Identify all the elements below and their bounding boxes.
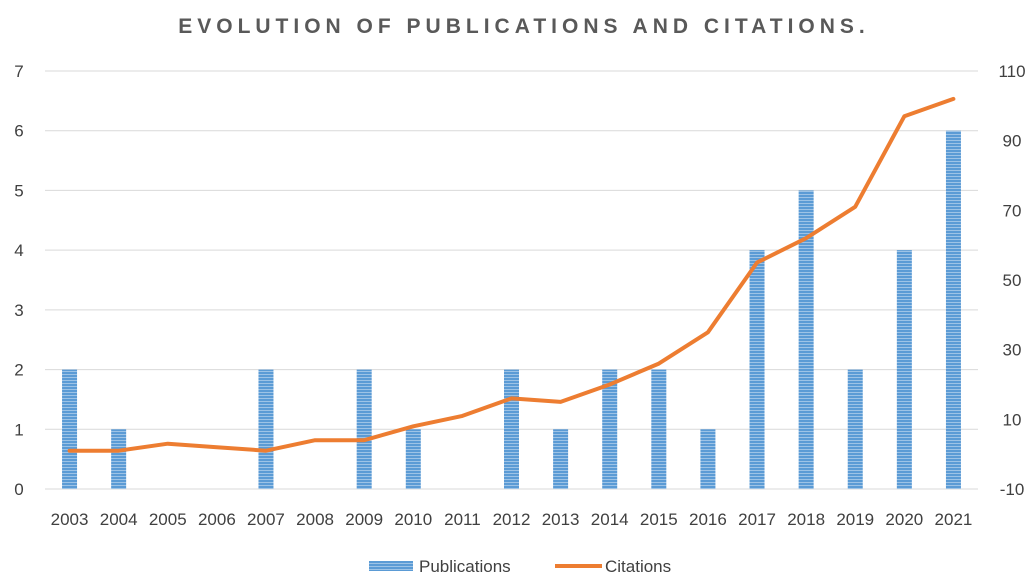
x-tick-label: 2004	[100, 510, 138, 529]
bar-publications-2013	[553, 429, 569, 489]
x-axis: 2003 2004 2005 2006 2007 2008 2009 2010 2011 2012…	[51, 510, 973, 529]
bar-publications-2017	[749, 250, 765, 489]
point-citations-2012	[511, 397, 512, 399]
x-tick-label: 2005	[149, 510, 187, 529]
right-tick-label: 10	[1003, 410, 1022, 429]
point-citations-2020	[903, 115, 905, 117]
left-tick-label: 4	[14, 241, 23, 260]
legend-label-citations: Citations	[605, 557, 671, 576]
bar-publications-2009	[356, 369, 372, 489]
x-tick-label: 2019	[836, 510, 874, 529]
x-tick-label: 2009	[345, 510, 383, 529]
x-tick-label: 2015	[640, 510, 678, 529]
point-citations-2006	[216, 446, 218, 448]
x-tick-label: 2007	[247, 510, 285, 529]
point-citations-2005	[167, 443, 169, 445]
chart-title: EVOLUTION OF PUBLICATIONS AND CITATIONS.	[178, 15, 870, 38]
x-tick-label: 2010	[394, 510, 432, 529]
citations-line	[67, 96, 956, 453]
x-tick-label: 2006	[198, 510, 236, 529]
point-citations-2017	[756, 262, 758, 264]
x-tick-label: 2012	[493, 510, 531, 529]
x-tick-label: 2018	[787, 510, 825, 529]
point-citations-2013	[560, 401, 562, 403]
left-tick-label: 6	[14, 122, 23, 141]
right-axis: -10 10 30 50 70 90 110	[998, 62, 1025, 499]
bar-publications-2015	[651, 369, 667, 489]
left-tick-label: 5	[14, 181, 23, 200]
x-tick-label: 2016	[689, 510, 727, 529]
x-tick-label: 2011	[444, 510, 481, 529]
bar-publications-2018	[798, 190, 814, 489]
point-citations-2019	[854, 206, 856, 208]
point-citations-2016	[707, 331, 709, 333]
right-tick-label: 50	[1003, 271, 1022, 290]
legend-swatch-publications	[369, 561, 413, 571]
bar-publications-2014	[602, 369, 618, 489]
publications-bars	[62, 130, 961, 489]
bar-publications-2007	[258, 369, 274, 489]
x-tick-label: 2008	[296, 510, 334, 529]
x-tick-label: 2014	[591, 510, 629, 529]
citations-line-group	[67, 96, 956, 453]
left-tick-label: 2	[14, 361, 23, 380]
left-tick-label: 7	[14, 62, 23, 81]
bar-publications-2012	[504, 369, 519, 489]
left-axis: 0 1 2 3 4 5 6 7	[14, 62, 23, 499]
right-tick-label: 70	[1003, 201, 1022, 220]
point-citations-2007	[265, 450, 267, 452]
point-citations-2014	[609, 384, 611, 385]
right-tick-label: 110	[998, 62, 1025, 81]
bar-publications-2021	[945, 130, 961, 489]
x-tick-label: 2003	[51, 510, 89, 529]
bar-publications-2016	[700, 429, 716, 489]
bar-publications-2019	[847, 369, 863, 489]
bar-publications-2010	[405, 429, 421, 489]
bar-publications-2003	[62, 369, 78, 489]
left-tick-label: 3	[14, 301, 23, 320]
left-tick-label: 1	[14, 420, 23, 439]
point-citations-2021	[952, 98, 954, 100]
point-citations-2018	[805, 237, 807, 239]
point-citations-2004	[118, 450, 120, 452]
bar-publications-2004	[111, 429, 127, 489]
point-citations-2008	[314, 439, 316, 441]
legend: Publications Citations	[369, 557, 671, 576]
point-citations-2003	[69, 450, 71, 452]
right-tick-label: 30	[1003, 341, 1022, 360]
x-tick-label: 2017	[738, 510, 776, 529]
left-tick-label: 0	[14, 480, 23, 499]
x-tick-label: 2021	[935, 510, 973, 529]
x-tick-label: 2013	[542, 510, 580, 529]
x-tick-label: 2020	[885, 510, 923, 529]
right-tick-label: 90	[1003, 132, 1022, 151]
point-citations-2015	[658, 363, 660, 365]
point-citations-2011	[461, 415, 463, 417]
right-tick-label: -10	[1000, 480, 1025, 499]
legend-label-publications: Publications	[419, 557, 511, 576]
point-citations-2009	[363, 439, 365, 441]
point-citations-2010	[412, 425, 414, 427]
bar-publications-2020	[896, 250, 912, 489]
